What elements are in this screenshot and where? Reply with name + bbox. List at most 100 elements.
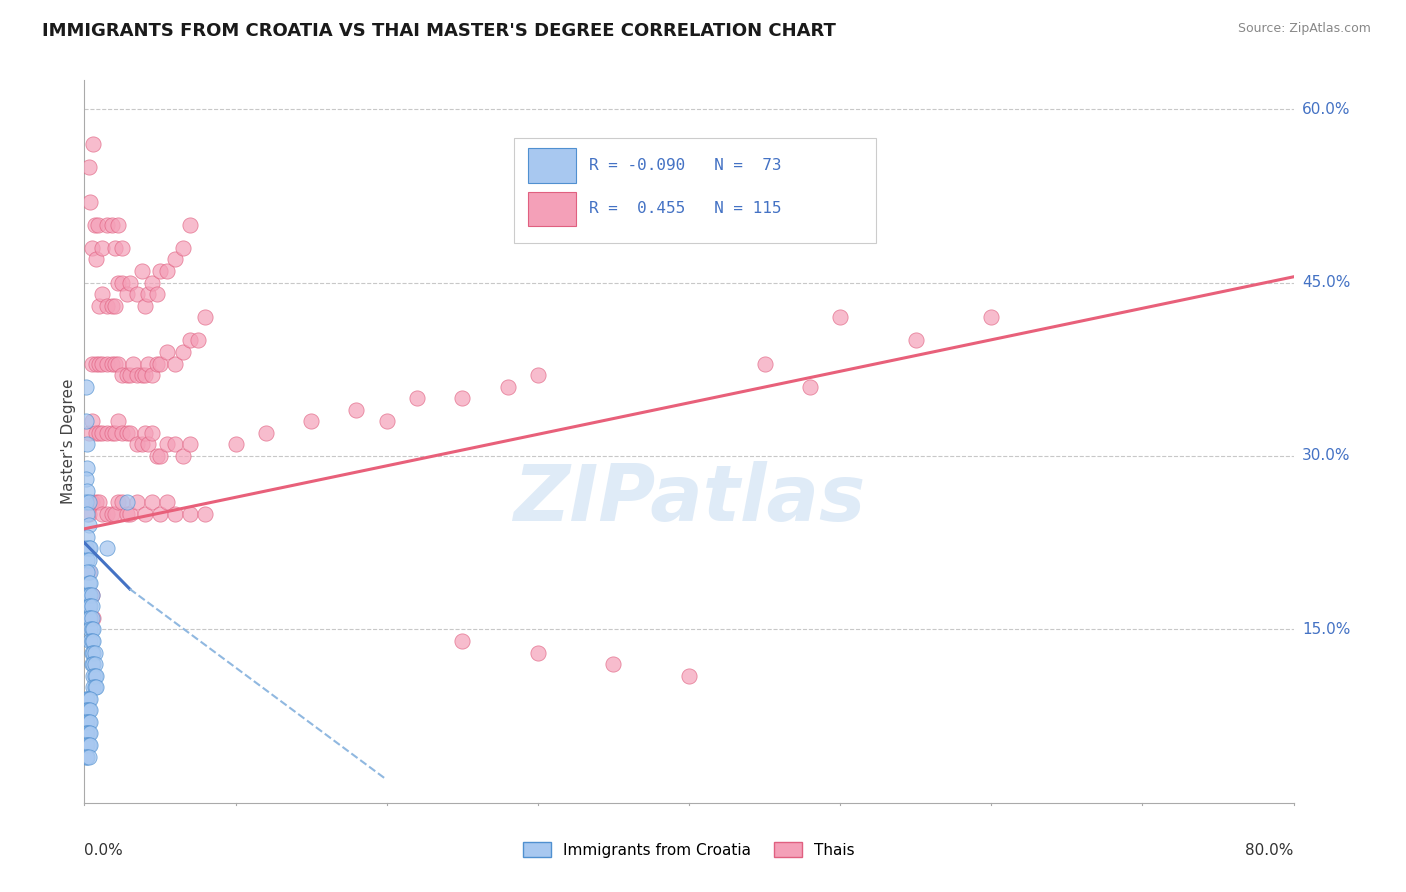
- Point: [127, 495, 149, 509]
- Point: [89, 357, 111, 371]
- Point: [89, 299, 111, 313]
- Point: [77, 703, 100, 717]
- Point: [149, 449, 172, 463]
- Text: IMMIGRANTS FROM CROATIA VS THAI MASTER'S DEGREE CORRELATION CHART: IMMIGRANTS FROM CROATIA VS THAI MASTER'S…: [42, 22, 837, 40]
- Point: [121, 357, 143, 371]
- Point: [179, 437, 201, 451]
- Point: [754, 357, 776, 371]
- Point: [79, 703, 101, 717]
- Point: [76, 507, 98, 521]
- Y-axis label: Master's Degree: Master's Degree: [60, 379, 76, 504]
- Point: [165, 252, 187, 267]
- Point: [89, 495, 111, 509]
- Point: [96, 357, 118, 371]
- Point: [127, 287, 149, 301]
- Point: [115, 287, 138, 301]
- Point: [118, 276, 141, 290]
- Point: [75, 541, 97, 556]
- Point: [86, 680, 108, 694]
- Point: [79, 611, 101, 625]
- Point: [89, 425, 111, 440]
- Text: 60.0%: 60.0%: [1302, 102, 1350, 117]
- Point: [80, 657, 103, 671]
- Point: [79, 588, 101, 602]
- Point: [146, 449, 169, 463]
- Point: [77, 160, 100, 174]
- FancyBboxPatch shape: [529, 148, 576, 183]
- Point: [84, 657, 107, 671]
- Point: [86, 495, 108, 509]
- Point: [165, 507, 187, 521]
- FancyBboxPatch shape: [513, 138, 876, 243]
- Point: [156, 345, 179, 359]
- Point: [131, 264, 153, 278]
- Point: [156, 495, 179, 509]
- Point: [254, 425, 277, 440]
- Point: [77, 576, 100, 591]
- Point: [82, 136, 104, 151]
- Point: [77, 565, 100, 579]
- Point: [82, 646, 104, 660]
- FancyBboxPatch shape: [529, 192, 576, 227]
- Point: [299, 414, 322, 428]
- Point: [136, 437, 159, 451]
- Point: [86, 252, 108, 267]
- Point: [172, 241, 194, 255]
- Point: [131, 368, 153, 382]
- Point: [86, 425, 108, 440]
- Point: [76, 437, 98, 451]
- Point: [76, 588, 98, 602]
- Point: [80, 241, 103, 255]
- Point: [80, 646, 103, 660]
- Point: [75, 703, 97, 717]
- Point: [134, 368, 156, 382]
- Point: [104, 241, 127, 255]
- Point: [91, 425, 114, 440]
- Point: [980, 310, 1002, 325]
- Point: [107, 357, 129, 371]
- Point: [91, 357, 114, 371]
- Point: [91, 241, 114, 255]
- Point: [194, 507, 217, 521]
- Point: [82, 668, 104, 682]
- Point: [451, 391, 474, 405]
- Point: [75, 749, 97, 764]
- Point: [77, 425, 100, 440]
- Point: [77, 495, 100, 509]
- Point: [77, 749, 100, 764]
- Point: [602, 657, 624, 671]
- Point: [76, 714, 98, 729]
- Point: [77, 714, 100, 729]
- Text: 0.0%: 0.0%: [84, 843, 124, 857]
- Point: [451, 634, 474, 648]
- Point: [118, 368, 141, 382]
- Point: [104, 425, 127, 440]
- Point: [100, 218, 122, 232]
- Point: [104, 357, 127, 371]
- Point: [79, 194, 101, 209]
- Point: [80, 634, 103, 648]
- Point: [146, 357, 169, 371]
- Point: [136, 357, 159, 371]
- Point: [91, 507, 114, 521]
- Point: [904, 334, 927, 348]
- Point: [141, 276, 163, 290]
- Point: [115, 368, 138, 382]
- Point: [111, 425, 134, 440]
- Point: [79, 714, 101, 729]
- Text: R = -0.090   N =  73: R = -0.090 N = 73: [589, 158, 782, 173]
- Point: [107, 495, 129, 509]
- Point: [86, 357, 108, 371]
- Point: [496, 379, 519, 393]
- Point: [76, 483, 98, 498]
- Point: [165, 437, 187, 451]
- Point: [346, 402, 368, 417]
- Point: [104, 299, 127, 313]
- Text: 80.0%: 80.0%: [1246, 843, 1294, 857]
- Point: [77, 738, 100, 752]
- Point: [799, 379, 821, 393]
- Point: [84, 218, 107, 232]
- Point: [82, 611, 104, 625]
- Point: [118, 425, 141, 440]
- Point: [84, 680, 107, 694]
